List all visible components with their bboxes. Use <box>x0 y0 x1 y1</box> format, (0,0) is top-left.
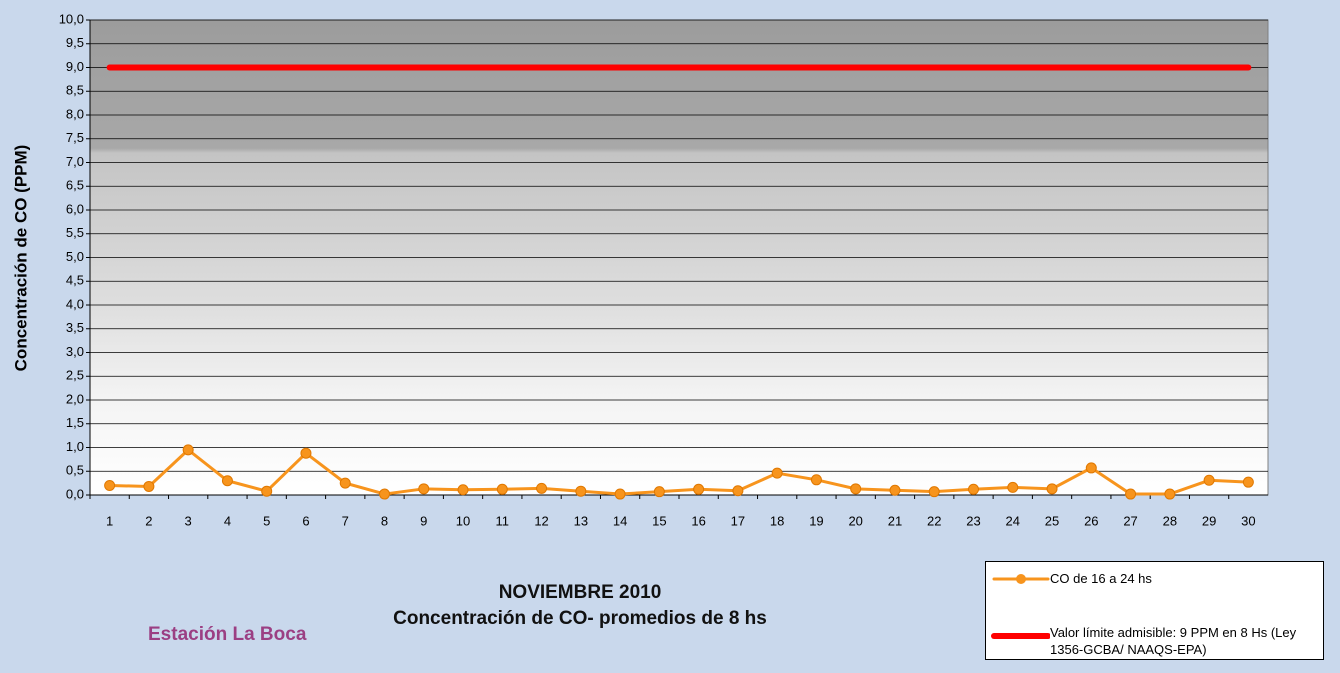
page: Concentración de CO (PPM) Estación La Bo… <box>0 0 1340 673</box>
x-tick-label: 16 <box>691 513 705 528</box>
y-tick-label: 0,0 <box>66 486 84 501</box>
x-tick-label: 9 <box>420 513 427 528</box>
x-tick-label: 22 <box>927 513 941 528</box>
data-point <box>222 476 232 486</box>
x-tick-label: 17 <box>731 513 745 528</box>
y-tick-label: 5,0 <box>66 249 84 264</box>
legend-swatch <box>986 626 1050 646</box>
data-point <box>144 481 154 491</box>
y-tick-label: 3,5 <box>66 320 84 335</box>
y-tick-label: 5,5 <box>66 225 84 240</box>
x-tick-label: 4 <box>224 513 231 528</box>
data-point <box>419 484 429 494</box>
x-tick-label: 15 <box>652 513 666 528</box>
x-tick-label: 3 <box>185 513 192 528</box>
data-point <box>1047 484 1057 494</box>
y-tick-label: 10,0 <box>59 11 84 26</box>
x-tick-label: 28 <box>1163 513 1177 528</box>
x-tick-label: 29 <box>1202 513 1216 528</box>
x-tick-label: 23 <box>966 513 980 528</box>
y-tick-label: 2,0 <box>66 391 84 406</box>
data-point <box>929 487 939 497</box>
x-tick-label: 1 <box>106 513 113 528</box>
x-tick-label: 27 <box>1123 513 1137 528</box>
x-tick-label: 30 <box>1241 513 1255 528</box>
x-tick-label: 10 <box>456 513 470 528</box>
x-tick-label: 2 <box>145 513 152 528</box>
data-point <box>183 445 193 455</box>
y-tick-label: 4,5 <box>66 273 84 288</box>
data-point <box>969 484 979 494</box>
data-point <box>733 486 743 496</box>
chart-subtitle: Concentración de CO- promedios de 8 hs <box>330 608 830 630</box>
data-point <box>694 484 704 494</box>
y-tick-label: 8,5 <box>66 83 84 98</box>
chart-title: NOVIEMBRE 2010 <box>330 582 830 604</box>
y-tick-label: 2,5 <box>66 368 84 383</box>
y-tick-label: 9,0 <box>66 59 84 74</box>
data-point <box>340 478 350 488</box>
x-tick-label: 19 <box>809 513 823 528</box>
y-tick-label: 1,0 <box>66 439 84 454</box>
x-tick-label: 13 <box>574 513 588 528</box>
data-point <box>105 481 115 491</box>
x-tick-label: 11 <box>496 513 510 528</box>
legend-swatch <box>986 569 1050 589</box>
x-tick-label: 12 <box>534 513 548 528</box>
y-tick-label: 6,0 <box>66 201 84 216</box>
data-point <box>1165 489 1175 499</box>
data-point <box>1086 463 1096 473</box>
x-tick-label: 8 <box>381 513 388 528</box>
data-point <box>1126 489 1136 499</box>
data-point <box>576 486 586 496</box>
y-tick-label: 8,0 <box>66 106 84 121</box>
y-tick-label: 4,0 <box>66 296 84 311</box>
y-tick-label: 0,5 <box>66 463 84 478</box>
y-tick-label: 3,0 <box>66 344 84 359</box>
data-point <box>1008 482 1018 492</box>
y-tick-label: 1,5 <box>66 415 84 430</box>
x-tick-label: 20 <box>848 513 862 528</box>
data-point <box>1204 475 1214 485</box>
legend-label: Valor límite admisible: 9 PPM en 8 Hs (L… <box>1050 624 1320 658</box>
y-tick-label: 7,0 <box>66 154 84 169</box>
y-tick-label: 9,5 <box>66 35 84 50</box>
data-point <box>851 484 861 494</box>
x-tick-label: 25 <box>1045 513 1059 528</box>
x-tick-label: 5 <box>263 513 270 528</box>
data-point <box>301 448 311 458</box>
y-tick-label: 6,5 <box>66 178 84 193</box>
x-tick-label: 6 <box>302 513 309 528</box>
y-axis-label: Concentración de CO (PPM) <box>11 145 30 372</box>
data-point <box>497 484 507 494</box>
legend-label: CO de 16 a 24 hs <box>1050 570 1320 587</box>
data-point <box>1243 477 1253 487</box>
station-label: Estación La Boca <box>148 624 307 645</box>
y-tick-label: 7,5 <box>66 130 84 145</box>
data-point <box>537 483 547 493</box>
x-tick-label: 18 <box>770 513 784 528</box>
data-point <box>811 475 821 485</box>
legend: CO de 16 a 24 hs Valor límite admisible: … <box>985 561 1324 660</box>
data-point <box>458 485 468 495</box>
x-tick-label: 21 <box>888 513 902 528</box>
data-point <box>890 485 900 495</box>
x-tick-label: 26 <box>1084 513 1098 528</box>
data-point <box>262 486 272 496</box>
data-point <box>654 487 664 497</box>
x-tick-label: 24 <box>1006 513 1020 528</box>
data-point <box>772 468 782 478</box>
data-point <box>615 489 625 499</box>
data-point <box>380 489 390 499</box>
legend-marker <box>1016 574 1026 584</box>
x-tick-label: 14 <box>613 513 627 528</box>
x-tick-label: 7 <box>342 513 349 528</box>
